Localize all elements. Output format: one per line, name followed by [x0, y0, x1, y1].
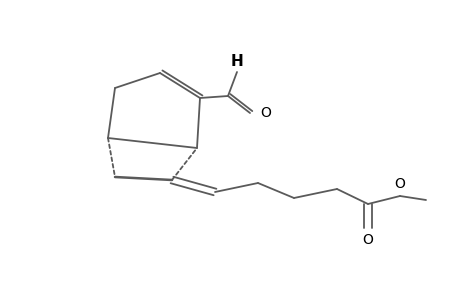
Text: O: O	[362, 232, 373, 247]
Text: O: O	[394, 177, 404, 190]
Text: H: H	[230, 54, 243, 69]
Text: O: O	[259, 106, 270, 120]
